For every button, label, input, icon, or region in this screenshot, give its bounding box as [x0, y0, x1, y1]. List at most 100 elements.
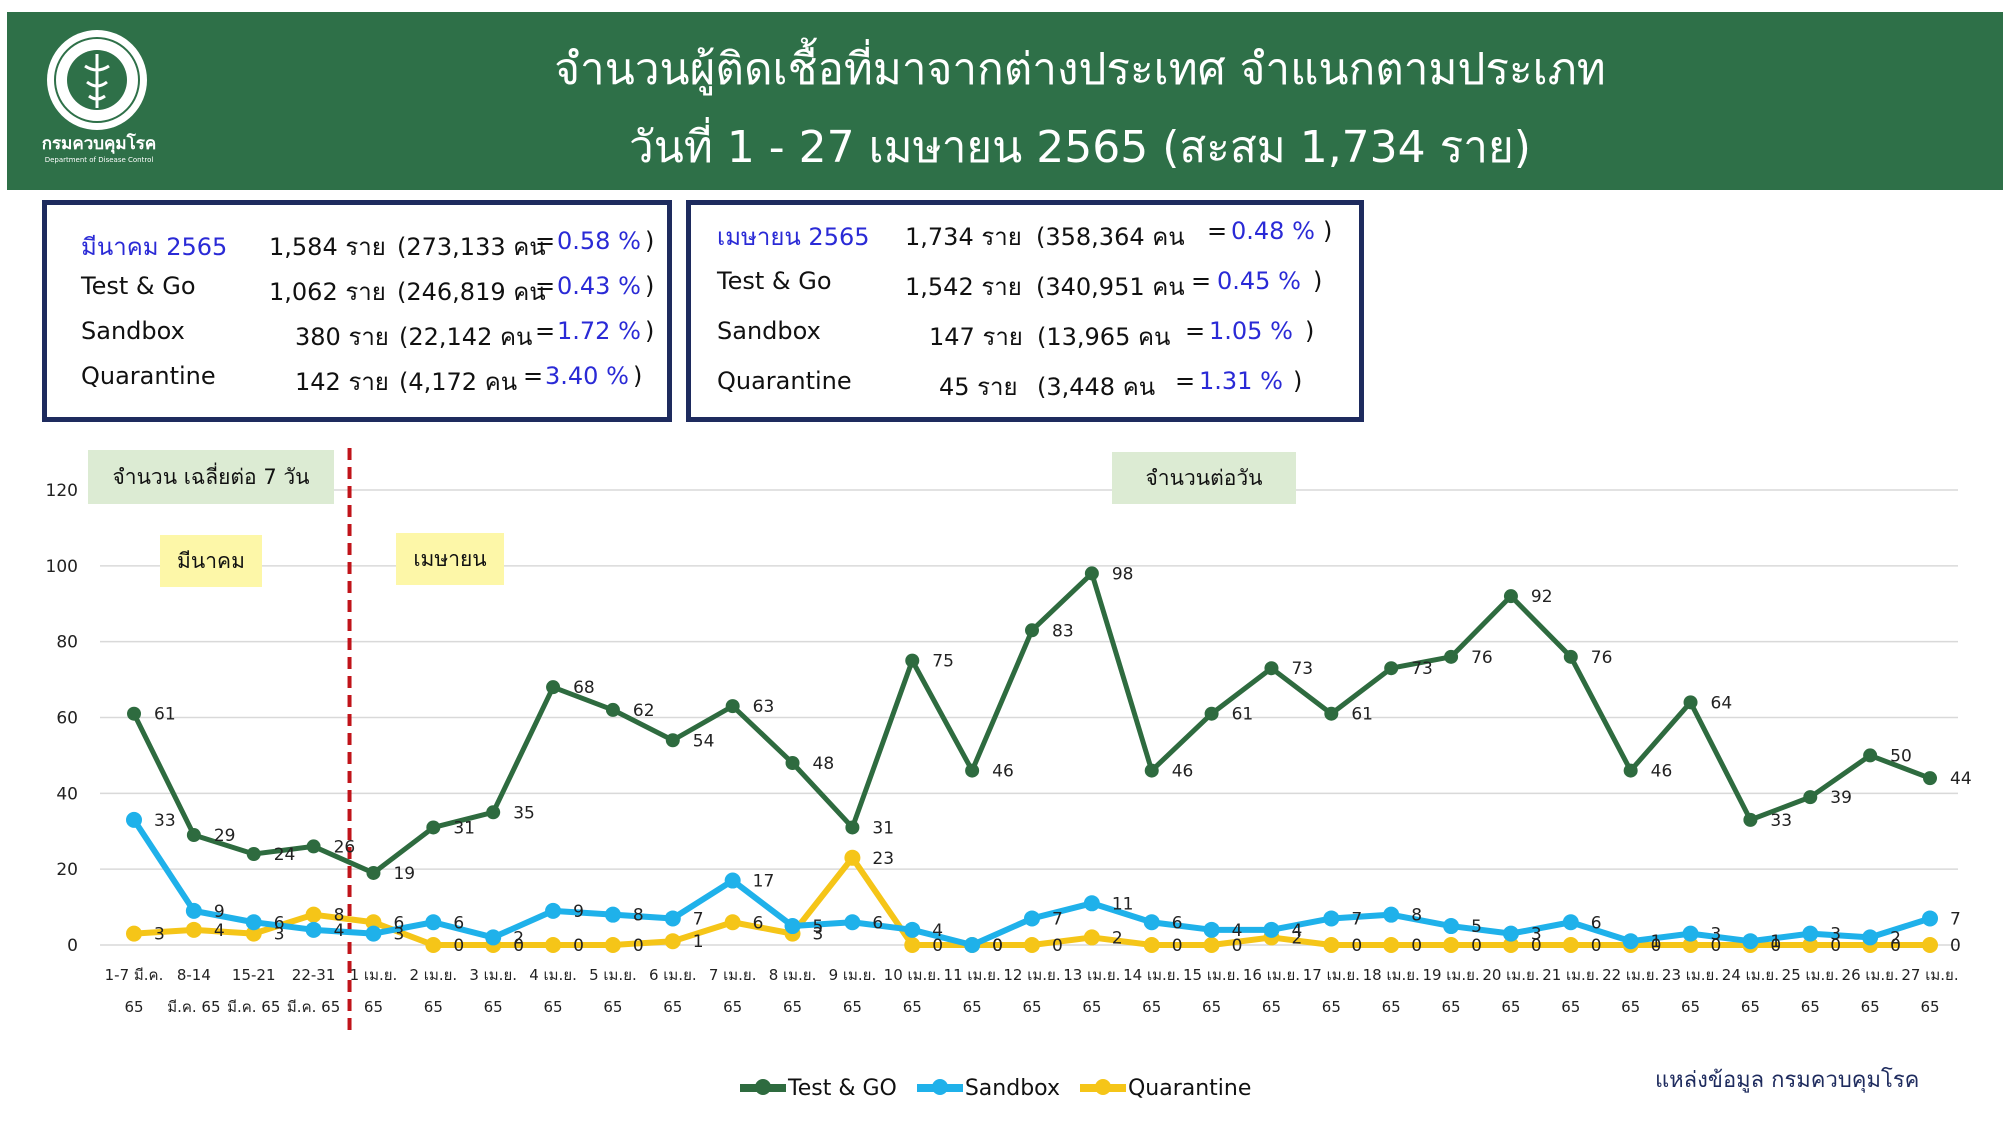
x-tick-label: 5 เม.ย.: [589, 966, 637, 984]
data-point: [964, 937, 981, 953]
data-point: [545, 902, 562, 919]
row-people: (273,133 คน: [397, 233, 546, 261]
data-point: [664, 933, 681, 950]
x-tick-label: 65: [1142, 998, 1161, 1016]
data-point: [1203, 937, 1220, 953]
avg-annotation: จำนวน เฉลี่ยต่อ 7 วัน: [88, 450, 334, 504]
data-point: [784, 918, 801, 935]
data-point: [365, 914, 382, 931]
data-label: 31: [453, 818, 475, 838]
y-tick-label: 60: [56, 709, 78, 729]
row-label: Quarantine: [717, 367, 852, 395]
april-annotation: เมษายน: [396, 533, 504, 585]
data-point: [1084, 566, 1099, 581]
data-label: 44: [1950, 769, 1972, 789]
x-tick-label: 65: [663, 998, 682, 1016]
data-point: [1444, 649, 1459, 664]
data-label: 0: [1052, 936, 1063, 956]
row-pct: 3.40 %: [545, 362, 629, 390]
row-eq: =: [1191, 267, 1212, 295]
x-tick-label: 22 เม.ย.: [1602, 966, 1659, 984]
series-layer: [126, 566, 1938, 953]
data-label: 29: [214, 826, 236, 846]
data-label: 61: [1351, 705, 1373, 725]
data-point: [127, 706, 141, 721]
row-count: 380 ราย: [295, 323, 389, 351]
x-tick-label: 65: [1801, 998, 1820, 1016]
x-tick-label: 1-7 มี.ค.: [105, 966, 164, 984]
row-count: 1,584 ราย: [269, 233, 386, 261]
page-title: จำนวนผู้ติดเชื้อที่มาจากต่างประเทศ จำแนก…: [554, 44, 1606, 95]
data-point: [545, 937, 562, 953]
data-label: 2: [513, 928, 524, 948]
header-banner: กรมควบคุมโรค Department of Disease Contr…: [7, 12, 2003, 190]
x-tick-label: 65: [1202, 998, 1221, 1016]
data-label: 68: [573, 678, 595, 698]
data-label: 54: [693, 731, 715, 751]
row-label: Test & Go: [81, 272, 196, 300]
data-label: 0: [1531, 936, 1542, 956]
data-point: [1143, 914, 1160, 931]
logo-subtext: Department of Disease Control: [44, 156, 154, 164]
data-point: [1083, 929, 1100, 946]
x-tick-label: 65: [1022, 998, 1041, 1016]
data-point: [546, 680, 561, 695]
legend-swatch: [916, 1079, 963, 1095]
data-label: 6: [393, 913, 404, 933]
data-label: 83: [1052, 621, 1074, 641]
data-label: 6: [453, 913, 464, 933]
data-point: [305, 921, 322, 938]
x-tick-label: 25 เม.ย.: [1782, 966, 1839, 984]
data-label: 0: [1471, 936, 1482, 956]
data-point: [1802, 925, 1819, 942]
data-label: 1: [1651, 932, 1662, 952]
row-close: ): [645, 227, 655, 255]
data-label: 6: [1591, 913, 1602, 933]
y-tick-label: 0: [67, 936, 78, 956]
y-tick-label: 40: [56, 784, 78, 804]
row-label: Sandbox: [717, 317, 821, 345]
data-label: 0: [513, 936, 524, 956]
data-label: 35: [513, 803, 535, 823]
data-label: 11: [1112, 894, 1134, 914]
data-point: [485, 929, 502, 946]
data-label: 8: [1411, 906, 1422, 926]
data-point: [1025, 623, 1039, 638]
legend-label: Sandbox: [964, 1075, 1060, 1101]
x-tick-label: 18 เม.ย.: [1363, 966, 1420, 984]
data-point: [1562, 914, 1579, 931]
data-label: 8: [334, 906, 345, 926]
row-eq: =: [1185, 317, 1206, 345]
march-annotation: มีนาคม: [160, 535, 262, 587]
data-label: 3: [274, 925, 285, 945]
data-label: 9: [214, 902, 225, 922]
data-point: [1502, 937, 1519, 953]
summary-row: เมษายน 2565 1,734 ราย (358,364 คน = 0.48…: [691, 217, 1359, 257]
x-tick-label: 8 เม.ย.: [769, 966, 817, 984]
x-tick-label: 65: [963, 998, 982, 1016]
x-tick-label: 65: [1082, 998, 1101, 1016]
x-tick-label: 65: [1501, 998, 1520, 1016]
row-eq: =: [535, 272, 556, 300]
data-label: 98: [1112, 564, 1134, 584]
data-label: 6: [1172, 913, 1183, 933]
x-tick-label: 27 เม.ย.: [1901, 966, 1958, 984]
x-tick-label: 65: [723, 998, 742, 1016]
data-point: [425, 937, 442, 953]
data-point: [904, 937, 921, 953]
x-tick-label: 65: [1920, 998, 1939, 1016]
data-point: [1803, 790, 1818, 805]
data-point: [1742, 933, 1759, 950]
data-label: 0: [1351, 936, 1362, 956]
data-label: 0: [1950, 936, 1961, 956]
data-point: [1502, 925, 1519, 942]
x-tick-label: 11 เม.ย.: [944, 966, 1001, 984]
legend-label: Test & GO: [788, 1075, 897, 1101]
data-label: 6: [872, 913, 883, 933]
data-point: [604, 906, 621, 923]
y-tick-label: 120: [46, 481, 78, 501]
x-tick-label: 23 เม.ย.: [1662, 966, 1719, 984]
data-label: 46: [1651, 762, 1673, 782]
summary-box-march: มีนาคม 2565 1,584 ราย (273,133 คน = 0.58…: [42, 200, 672, 422]
data-point: [1562, 937, 1579, 953]
